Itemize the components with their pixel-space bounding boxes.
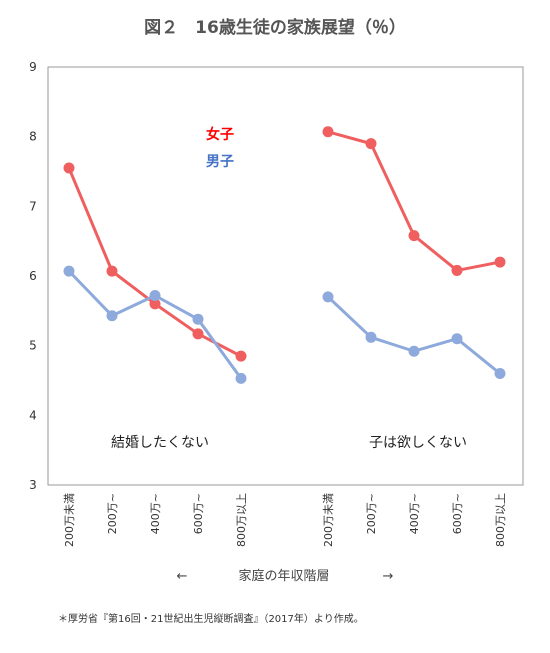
data-point-boys [63, 265, 75, 277]
series-line-girls-panel-2 [326, 130, 502, 272]
data-point-boys [322, 291, 334, 303]
y-tick-label: 7 [29, 199, 37, 213]
y-tick-label: 8 [29, 130, 37, 144]
y-tick-label: 9 [29, 60, 37, 74]
footnote: ＊厚労省『第16回・21世紀出生児縦断調査』（2017年）より作成。 [58, 612, 364, 625]
data-point-girls [149, 298, 161, 310]
data-point-boys [192, 313, 204, 325]
y-axis: 3 4 5 6 7 8 9 [29, 60, 37, 492]
chart-title: 図２ 16歳生徒の家族展望（％） [144, 17, 406, 38]
panel-label-children: 子は欲しくない [369, 435, 467, 451]
panel-label-marriage: 結婚したくない [111, 435, 209, 451]
x-axis: 200万未満 200万~ 400万~ 600万~ 800万以上 200万未満 200万~ 40… [63, 493, 507, 547]
y-tick-label: 3 [29, 478, 37, 492]
data-point-girls [192, 328, 204, 340]
legend-girls: 女子 [206, 126, 234, 143]
category-label: 800万以上 [235, 493, 248, 547]
category-label: 600万~ [451, 493, 464, 534]
series-line-girls-panel-1 [67, 166, 243, 358]
data-point-girls [322, 126, 334, 138]
data-point-girls [408, 230, 420, 242]
y-tick-label: 5 [29, 339, 37, 353]
y-tick-label: 6 [29, 269, 37, 283]
data-point-boys [494, 368, 506, 380]
arrow-right: → [383, 569, 394, 584]
data-point-girls [494, 256, 506, 268]
category-label: 600万~ [192, 493, 205, 534]
series-layer [63, 126, 506, 384]
data-point-boys [408, 345, 420, 357]
legend-boys: 男子 [206, 154, 234, 170]
category-label: 200万未満 [63, 493, 76, 547]
data-point-boys [451, 333, 463, 345]
data-point-boys [235, 372, 247, 384]
y-tick-label: 4 [29, 408, 37, 422]
data-point-girls [365, 138, 377, 150]
data-point-boys [365, 331, 377, 343]
series-line-boys-panel-2 [326, 295, 502, 376]
category-label: 400万~ [149, 493, 162, 534]
data-point-girls [235, 350, 247, 362]
data-point-girls [451, 264, 463, 276]
category-label: 400万~ [408, 493, 421, 534]
plot-area [47, 66, 524, 486]
category-label: 200万未満 [322, 493, 335, 547]
data-point-boys [149, 290, 161, 302]
category-label: 200万~ [106, 493, 119, 534]
arrow-left: ← [177, 569, 188, 584]
data-point-girls [106, 265, 118, 277]
data-point-girls [63, 162, 75, 174]
category-label: 200万~ [365, 493, 378, 534]
data-point-boys [106, 310, 118, 322]
category-label: 800万以上 [494, 493, 507, 547]
series-line-boys-panel-1 [67, 269, 243, 380]
x-axis-label: 家庭の年収階層 [238, 568, 329, 584]
